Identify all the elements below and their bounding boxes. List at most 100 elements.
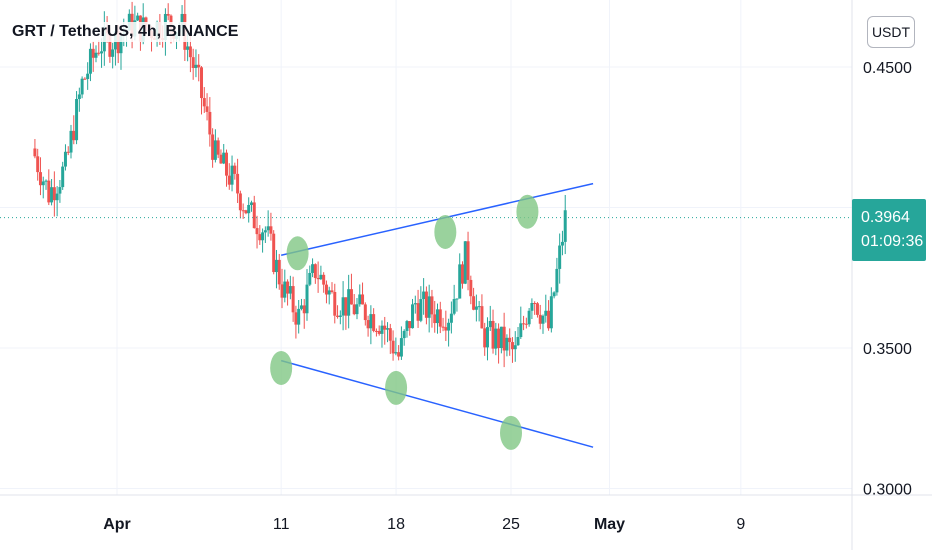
candle-down	[480, 306, 484, 329]
candle-up	[50, 187, 54, 203]
candle-down	[269, 226, 273, 234]
candle-up	[419, 299, 423, 321]
candle-up	[369, 314, 373, 329]
candle-up	[560, 241, 564, 246]
candle-up	[355, 304, 359, 315]
touch-point-marker[interactable]	[434, 214, 457, 249]
candle-down	[336, 315, 340, 317]
candle-up	[194, 64, 198, 68]
candle-up	[111, 49, 115, 57]
candle-down	[286, 281, 290, 294]
candle-up	[485, 327, 489, 348]
candle-up	[494, 328, 498, 349]
candle-up	[94, 52, 98, 58]
candle-up	[136, 15, 140, 21]
candle-up	[311, 264, 315, 273]
candle-down	[469, 279, 473, 297]
last-price-value: 0.3964	[861, 209, 910, 226]
candle-up	[77, 94, 81, 100]
candle-up	[327, 290, 331, 295]
candle-up	[463, 241, 467, 284]
candle-up	[427, 296, 431, 318]
candle-down	[236, 173, 240, 194]
touch-point-marker[interactable]	[516, 194, 539, 229]
candle-down	[313, 264, 317, 278]
candle-up	[555, 268, 559, 293]
candle-up	[308, 272, 312, 285]
candle-down	[361, 294, 365, 305]
candle-up	[80, 78, 84, 95]
time-axis-tick-label: 25	[502, 516, 520, 533]
candle-up	[338, 315, 342, 317]
candle-down	[83, 78, 87, 80]
candle-down	[197, 64, 201, 68]
time-axis-tick-label: 11	[273, 516, 290, 533]
touch-point-marker[interactable]	[500, 415, 522, 450]
candle-down	[397, 352, 401, 357]
candle-up	[41, 181, 45, 186]
candle-down	[277, 259, 281, 285]
candle-up	[266, 226, 270, 231]
candle-down	[38, 172, 42, 186]
candle-down	[208, 111, 212, 135]
candle-up	[75, 99, 79, 141]
candle-down	[47, 180, 51, 203]
candle-up	[394, 352, 398, 354]
candle-down	[349, 289, 353, 305]
candle-up	[69, 130, 73, 153]
candle-up	[299, 305, 303, 309]
candle-up	[477, 306, 481, 308]
candle-down	[522, 323, 526, 325]
candle-down	[330, 290, 334, 292]
candle-up	[358, 294, 362, 305]
trendline-upper[interactable]	[280, 182, 594, 257]
candle-up	[505, 337, 509, 351]
candle-down	[363, 304, 367, 321]
candle-up	[513, 345, 517, 350]
candle-up	[447, 322, 451, 331]
currency-button[interactable]: USDT	[867, 16, 915, 48]
candle-up	[347, 289, 351, 316]
candle-down	[200, 67, 204, 99]
candle-down	[441, 326, 445, 328]
candle-up	[455, 298, 459, 300]
touch-point-marker[interactable]	[270, 350, 293, 385]
candle-down	[188, 46, 192, 58]
candle-down	[377, 330, 381, 334]
candle-down	[344, 297, 348, 316]
candle-down	[324, 284, 328, 295]
candle-up	[261, 232, 265, 241]
candle-up	[436, 309, 440, 324]
candle-up	[263, 230, 267, 233]
candle-up	[458, 264, 462, 299]
candle-down	[233, 165, 237, 174]
candle-up	[58, 187, 62, 194]
candle-down	[408, 321, 412, 329]
candle-down	[97, 52, 101, 54]
bar-countdown: 01:09:36	[861, 233, 924, 250]
candle-up	[319, 274, 323, 280]
candle-down	[258, 234, 262, 241]
candle-up	[449, 313, 453, 323]
candle-down	[460, 264, 464, 284]
candle-up	[119, 36, 123, 54]
candle-up	[380, 325, 384, 334]
candle-up	[249, 202, 253, 205]
candle-down	[508, 337, 512, 343]
candle-up	[527, 310, 531, 325]
candle-down	[510, 342, 514, 350]
touch-point-marker[interactable]	[385, 370, 408, 405]
trendline-lower[interactable]	[280, 359, 594, 448]
candle-down	[33, 148, 37, 157]
candle-up	[541, 315, 545, 324]
candle-up	[530, 303, 534, 311]
candle-up	[222, 152, 226, 164]
candle-up	[274, 259, 278, 273]
candle-down	[91, 48, 95, 58]
candle-up	[100, 51, 104, 54]
candle-down	[333, 291, 337, 316]
touch-point-marker[interactable]	[286, 236, 309, 271]
candle-down	[252, 202, 256, 229]
